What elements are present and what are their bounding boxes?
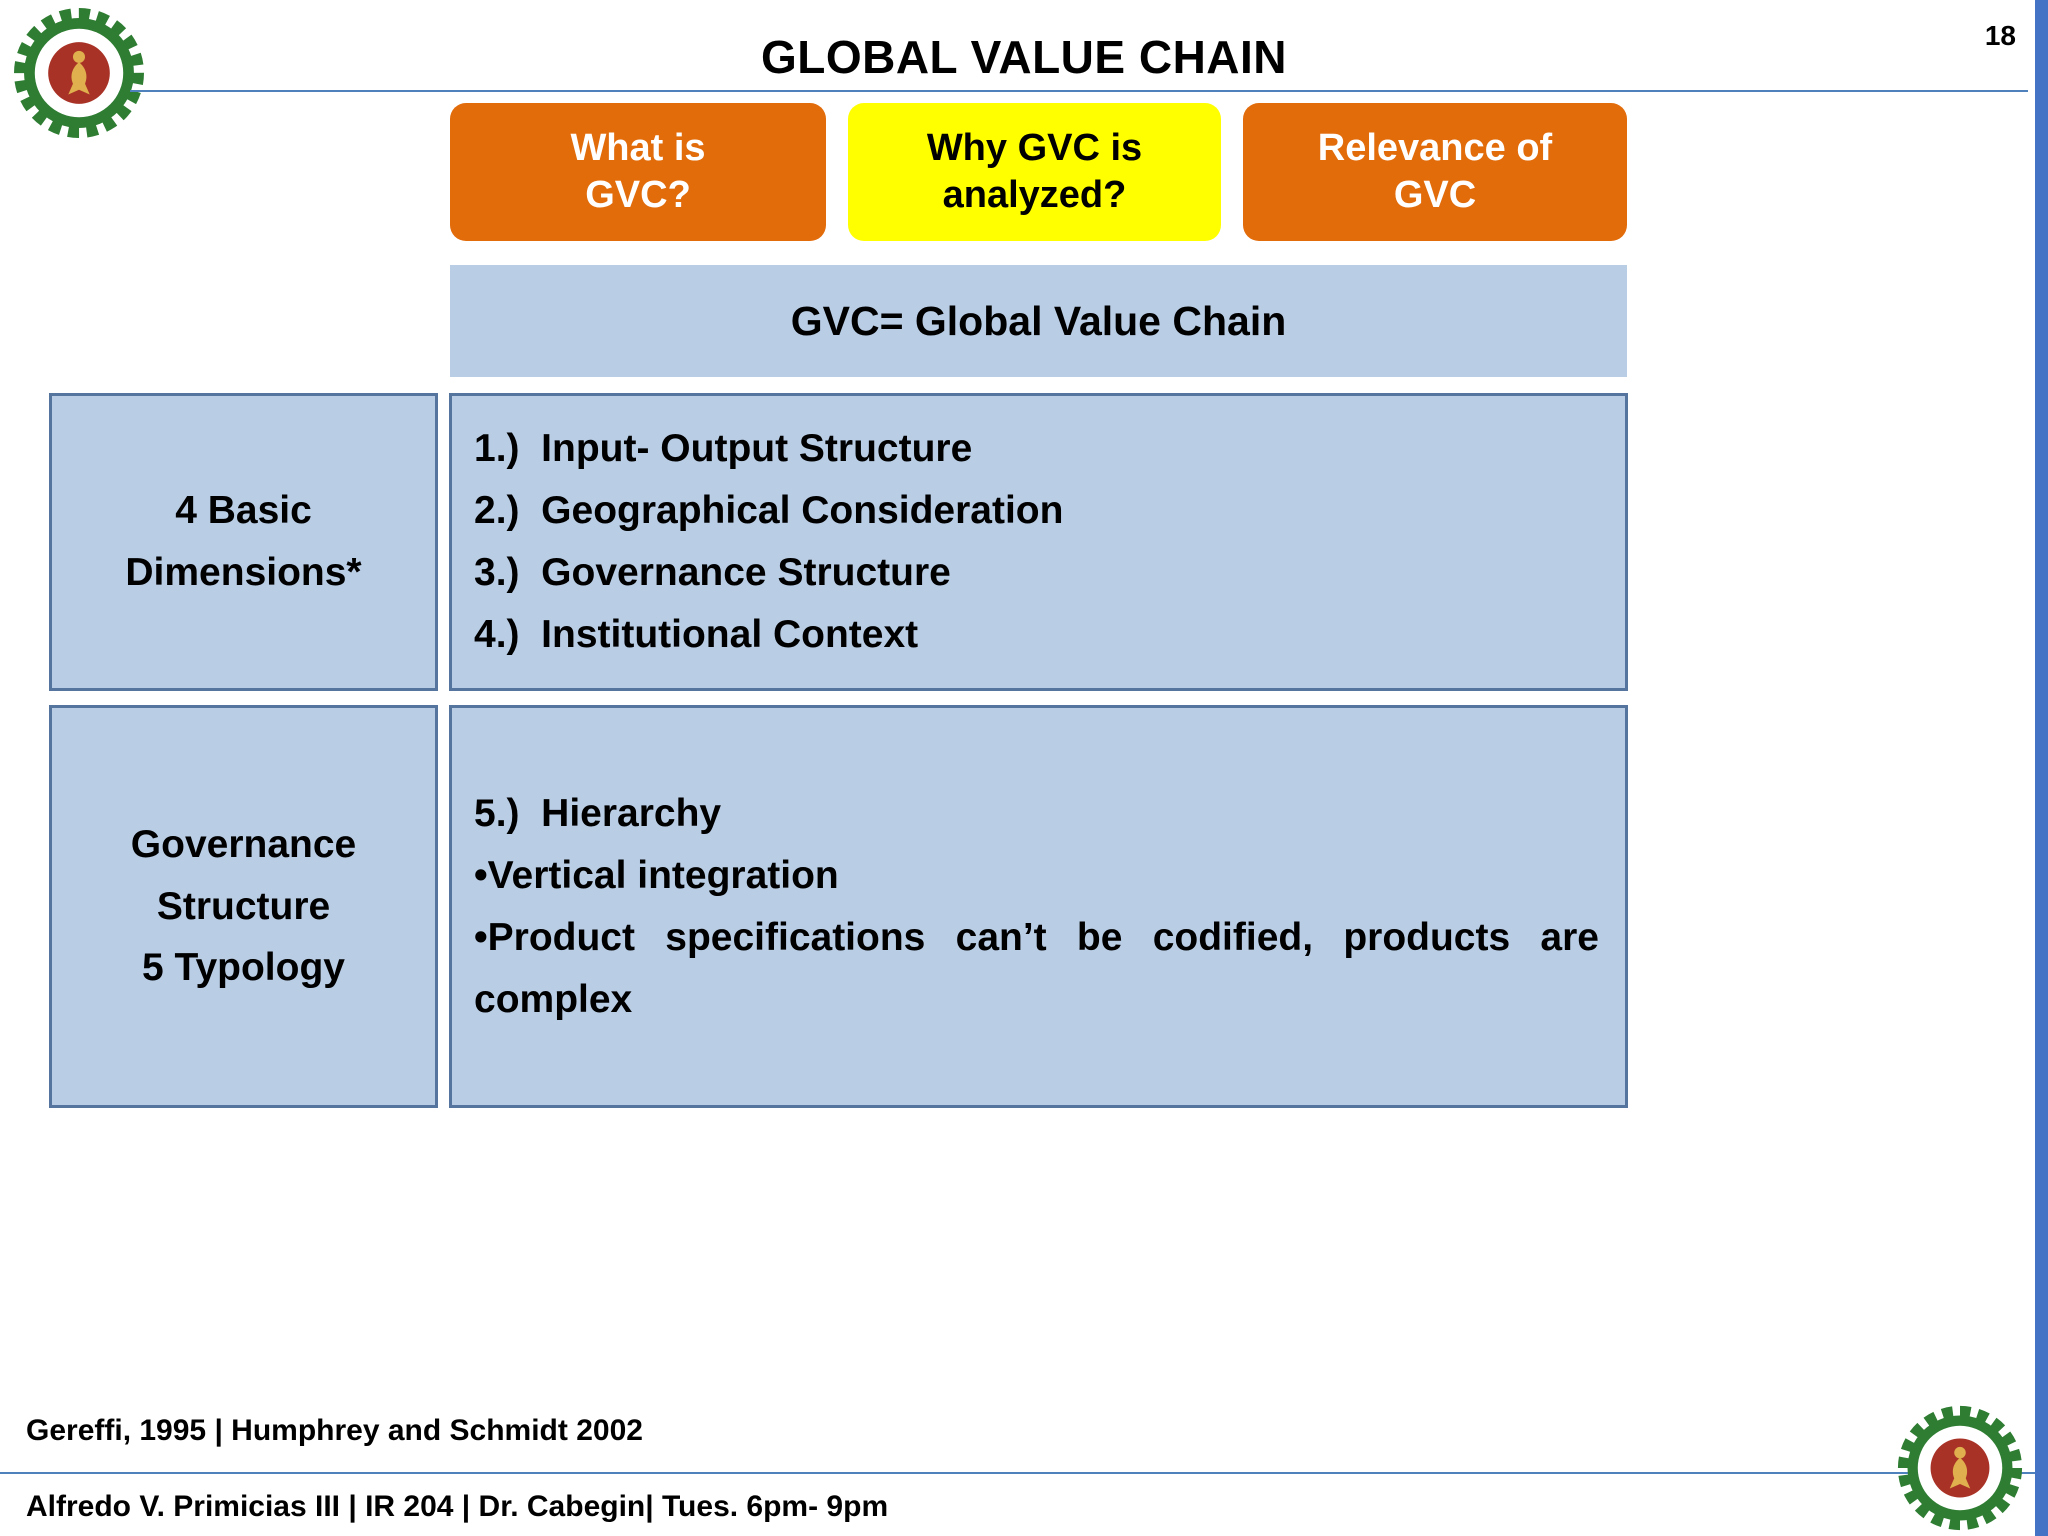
list-item: 3.) Governance Structure <box>474 551 951 594</box>
citation: Gereffi, 1995 | Humphrey and Schmidt 200… <box>26 1414 643 1447</box>
tab-relevance-of-gvc[interactable]: Relevance of GVC <box>1243 103 1627 241</box>
tab-what-is-gvc[interactable]: What is GVC? <box>450 103 826 241</box>
tab-why-gvc-analyzed[interactable]: Why GVC is analyzed? <box>848 103 1221 241</box>
university-seal-logo-bottom <box>1896 1404 2024 1532</box>
row-content-basic-dimensions: 1.) Input- Output Structure 2.) Geograph… <box>449 393 1628 691</box>
list-item: •Product specifications can’t be codifie… <box>474 915 1610 1021</box>
list-item: 4.) Institutional Context <box>474 613 919 656</box>
gvc-definition-banner: GVC= Global Value Chain <box>450 265 1627 377</box>
slide-title: GLOBAL VALUE CHAIN <box>760 31 1288 83</box>
list-item: •Vertical integration <box>474 853 839 897</box>
gear-seal-icon <box>1897 1405 2023 1531</box>
university-seal-logo <box>12 6 146 140</box>
row-header-governance-structure: Governance Structure 5 Typology <box>49 705 438 1108</box>
footer-course-info: Alfredo V. Primicias III | IR 204 | Dr. … <box>26 1490 889 1523</box>
list-item: 1.) Input- Output Structure <box>474 427 973 470</box>
tab-bar: What is GVC? Why GVC is analyzed? Releva… <box>450 103 1627 241</box>
row-header-basic-dimensions: 4 Basic Dimensions* <box>49 393 438 691</box>
page-number: 18 <box>1984 20 2016 51</box>
footer-divider <box>0 1472 2035 1474</box>
list-item: 2.) Geographical Consideration <box>474 489 1064 532</box>
title-divider <box>130 90 2028 92</box>
list-item: 5.) Hierarchy <box>474 791 722 835</box>
right-edge-bar <box>2035 0 2048 1536</box>
gear-seal-icon <box>14 8 144 138</box>
row-content-governance-structure: 5.) Hierarchy •Vertical integration •Pro… <box>449 705 1628 1108</box>
